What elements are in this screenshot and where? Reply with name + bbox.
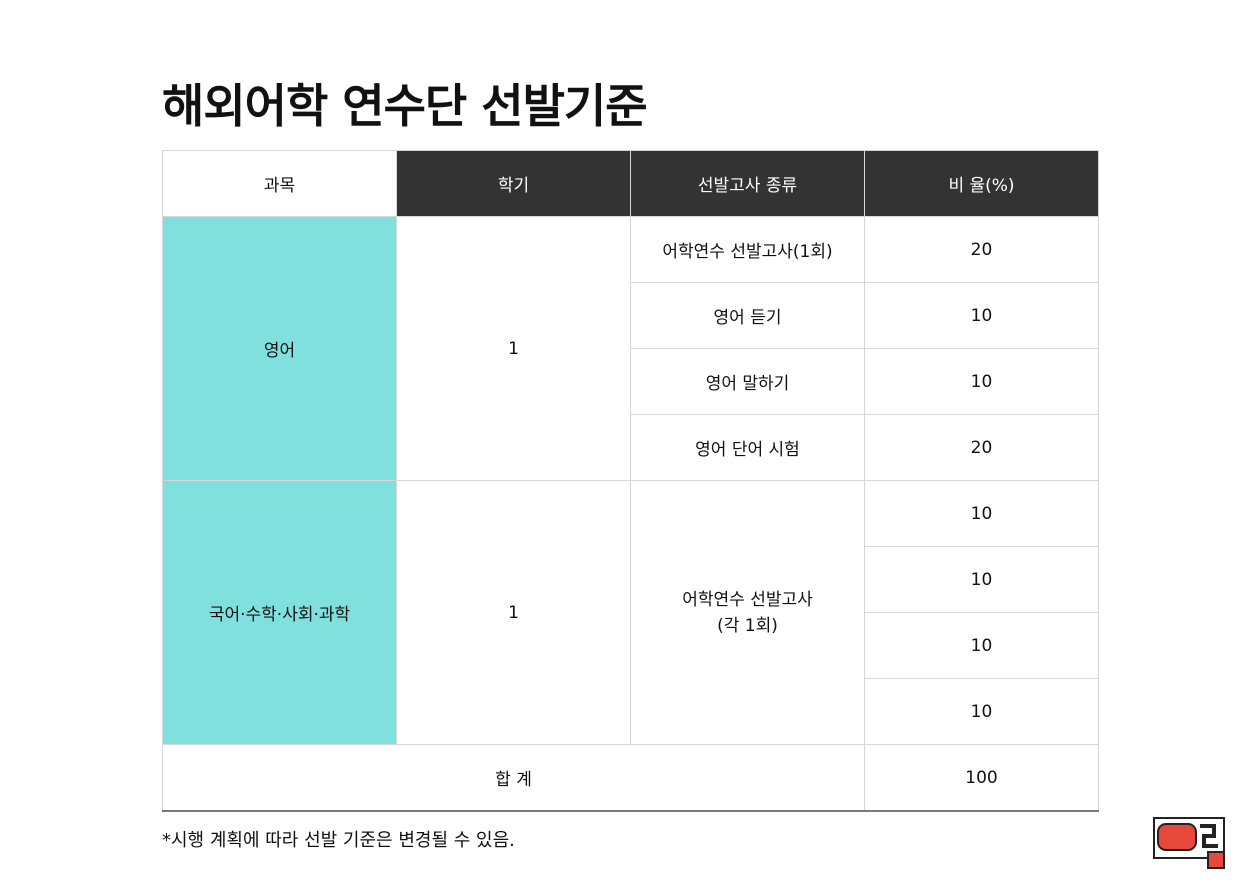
header-exam-type: 선발고사 종류 [630, 150, 865, 217]
exam-cell: 영어 듣기 [630, 282, 865, 349]
table-row: 영어 듣기 10 [163, 282, 1099, 349]
subject-english: 영어 [162, 216, 397, 481]
subject-other: 국어·수학·사회·과학 [162, 480, 397, 745]
table-row: 10 [163, 612, 1099, 679]
ratio-cell: 10 [864, 678, 1099, 745]
page-title: 해외어학 연수단 선발기준 [162, 79, 648, 133]
header-semester: 학기 [396, 150, 631, 217]
exam-cell-other: 어학연수 선발고사 (각 1회) [630, 480, 865, 745]
ratio-cell: 10 [864, 348, 1099, 415]
ratio-cell: 10 [864, 612, 1099, 679]
ratio-cell: 10 [864, 282, 1099, 349]
table-header-row: 과목 학기 선발고사 종류 비 율(%) [162, 150, 1099, 217]
exam-cell: 어학연수 선발고사(1회) [630, 216, 865, 283]
footnote: *시행 계획에 따라 선발 기준은 변경될 수 있음. [162, 830, 515, 851]
total-value: 100 [864, 744, 1099, 812]
exam-cell: 영어 단어 시험 [630, 414, 865, 481]
total-label: 합 계 [162, 744, 865, 812]
table-row: 영어 말하기 10 [163, 348, 1099, 415]
table-row: 10 [163, 678, 1099, 745]
semester-english: 1 [396, 216, 631, 481]
exam-cell: 영어 말하기 [630, 348, 865, 415]
selection-criteria-table: 과목 학기 선발고사 종류 비 율(%) 영어 1 어학연수 선발고사(1회) … [162, 150, 1099, 812]
table-row: 영어 1 어학연수 선발고사(1회) 20 [162, 216, 1099, 481]
semester-other: 1 [396, 480, 631, 745]
brand-logo-icon [1153, 817, 1225, 869]
table-row: 국어·수학·사회·과학 1 어학연수 선발고사 (각 1회) 10 [162, 480, 1099, 745]
header-ratio: 비 율(%) [864, 150, 1099, 217]
ratio-cell: 20 [864, 414, 1099, 481]
total-row: 합 계 100 [162, 744, 1099, 812]
exam-line-2: (각 1회) [717, 615, 778, 636]
header-subject: 과목 [162, 150, 397, 217]
table-row: 10 [163, 546, 1099, 613]
exam-line-1: 어학연수 선발고사 [682, 589, 813, 610]
ratio-cell: 10 [864, 480, 1099, 547]
ratio-cell: 20 [864, 216, 1099, 283]
ratio-cell: 10 [864, 546, 1099, 613]
table-row: 영어 단어 시험 20 [163, 414, 1099, 481]
